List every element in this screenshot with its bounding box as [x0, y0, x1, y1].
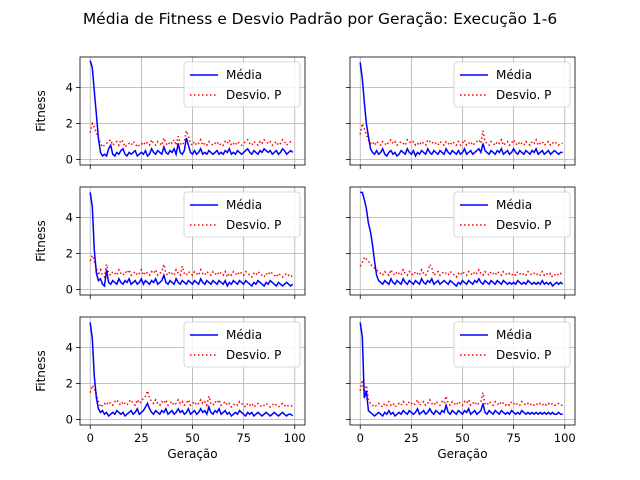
legend-box — [453, 321, 571, 368]
x-tick-label: 75 — [236, 431, 251, 445]
legend: Média Desvio. P — [183, 191, 301, 238]
legend: Média Desvio. P — [453, 61, 571, 108]
axes-frame — [79, 56, 306, 166]
legend-label: Desvio. P — [496, 348, 551, 362]
legend-label: Média — [496, 198, 532, 212]
subplot-3: 0 2 4 Fitness Média Desvio. P — [34, 186, 306, 299]
std-series-line — [359, 379, 563, 409]
axes-frame — [349, 186, 576, 296]
legend-label: Desvio. P — [226, 348, 281, 362]
x-axis-label: Geração — [167, 447, 217, 461]
std-series-line — [89, 253, 294, 279]
legend-box — [453, 61, 571, 108]
subplot-6: 0 25 50 75 100 Geração Média Desvio. P — [346, 316, 576, 461]
mean-series-line — [360, 191, 564, 288]
legend-label: Média — [496, 328, 532, 342]
mean-series-line — [89, 192, 294, 288]
legend: Média Desvio. P — [453, 191, 571, 238]
legend-label: Média — [226, 68, 262, 82]
y-axis-label: Fitness — [34, 90, 48, 132]
x-tick-label: 0 — [87, 431, 94, 445]
axes-frame — [349, 56, 576, 166]
y-tick-label: 4 — [66, 211, 73, 225]
legend-box — [453, 191, 571, 238]
legend-label: Desvio. P — [226, 218, 281, 232]
x-axis-label: Geração — [437, 447, 487, 461]
legend-label: Desvio. P — [226, 88, 281, 102]
legend: Média Desvio. P — [453, 321, 571, 368]
y-tick-label: 2 — [66, 377, 73, 391]
subplot-5: 0 25 50 75 100 0 2 4 Fitness Geração Média Desvio. … — [34, 316, 306, 461]
subplot-2: Média Desvio. P — [346, 56, 576, 169]
x-tick-label: 100 — [554, 431, 576, 445]
figure-title: Média de Fitness e Desvio Padrão por Ger… — [83, 10, 557, 28]
std-series-line — [359, 120, 563, 147]
y-tick-label: 2 — [66, 117, 73, 131]
y-tick-label: 0 — [66, 153, 73, 167]
legend-label: Média — [226, 198, 262, 212]
y-tick-label: 0 — [66, 283, 73, 297]
mean-series-line — [359, 62, 563, 158]
subplot-1: 0 2 4 Fitness Média Desvio. P — [34, 56, 306, 169]
std-series-line — [89, 383, 294, 409]
x-tick-label: 25 — [404, 431, 419, 445]
legend-box — [183, 61, 301, 108]
legend-box — [183, 191, 301, 238]
x-tick-label: 50 — [185, 431, 200, 445]
subplot-grid: 0 2 4 Fitness Média Desvio. P Média Desvio. P 0 2… — [34, 56, 576, 461]
x-tick-label: 75 — [506, 431, 521, 445]
y-tick-label: 4 — [66, 341, 73, 355]
legend-label: Média — [496, 68, 532, 82]
axes-frame — [349, 316, 576, 426]
y-tick-label: 2 — [66, 247, 73, 261]
mean-series-line — [359, 322, 563, 418]
subplot-4: Média Desvio. P — [346, 186, 576, 299]
y-tick-label: 0 — [66, 413, 73, 427]
legend: Média Desvio. P — [183, 61, 301, 108]
legend-label: Média — [226, 328, 262, 342]
mean-series-line — [89, 60, 294, 158]
std-series-line — [359, 255, 564, 279]
legend: Média Desvio. P — [183, 321, 301, 368]
x-tick-label: 50 — [455, 431, 470, 445]
axes-frame — [79, 316, 306, 426]
mean-series-line — [89, 322, 294, 418]
x-tick-label: 0 — [357, 431, 364, 445]
std-series-line — [89, 121, 294, 149]
x-tick-label: 100 — [284, 431, 306, 445]
y-tick-label: 4 — [66, 81, 73, 95]
x-tick-label: 25 — [134, 431, 149, 445]
y-axis-label: Fitness — [34, 220, 48, 262]
legend-label: Desvio. P — [496, 88, 551, 102]
legend-box — [183, 321, 301, 368]
y-axis-label: Fitness — [34, 350, 48, 392]
axes-frame — [79, 186, 306, 296]
legend-label: Desvio. P — [496, 218, 551, 232]
